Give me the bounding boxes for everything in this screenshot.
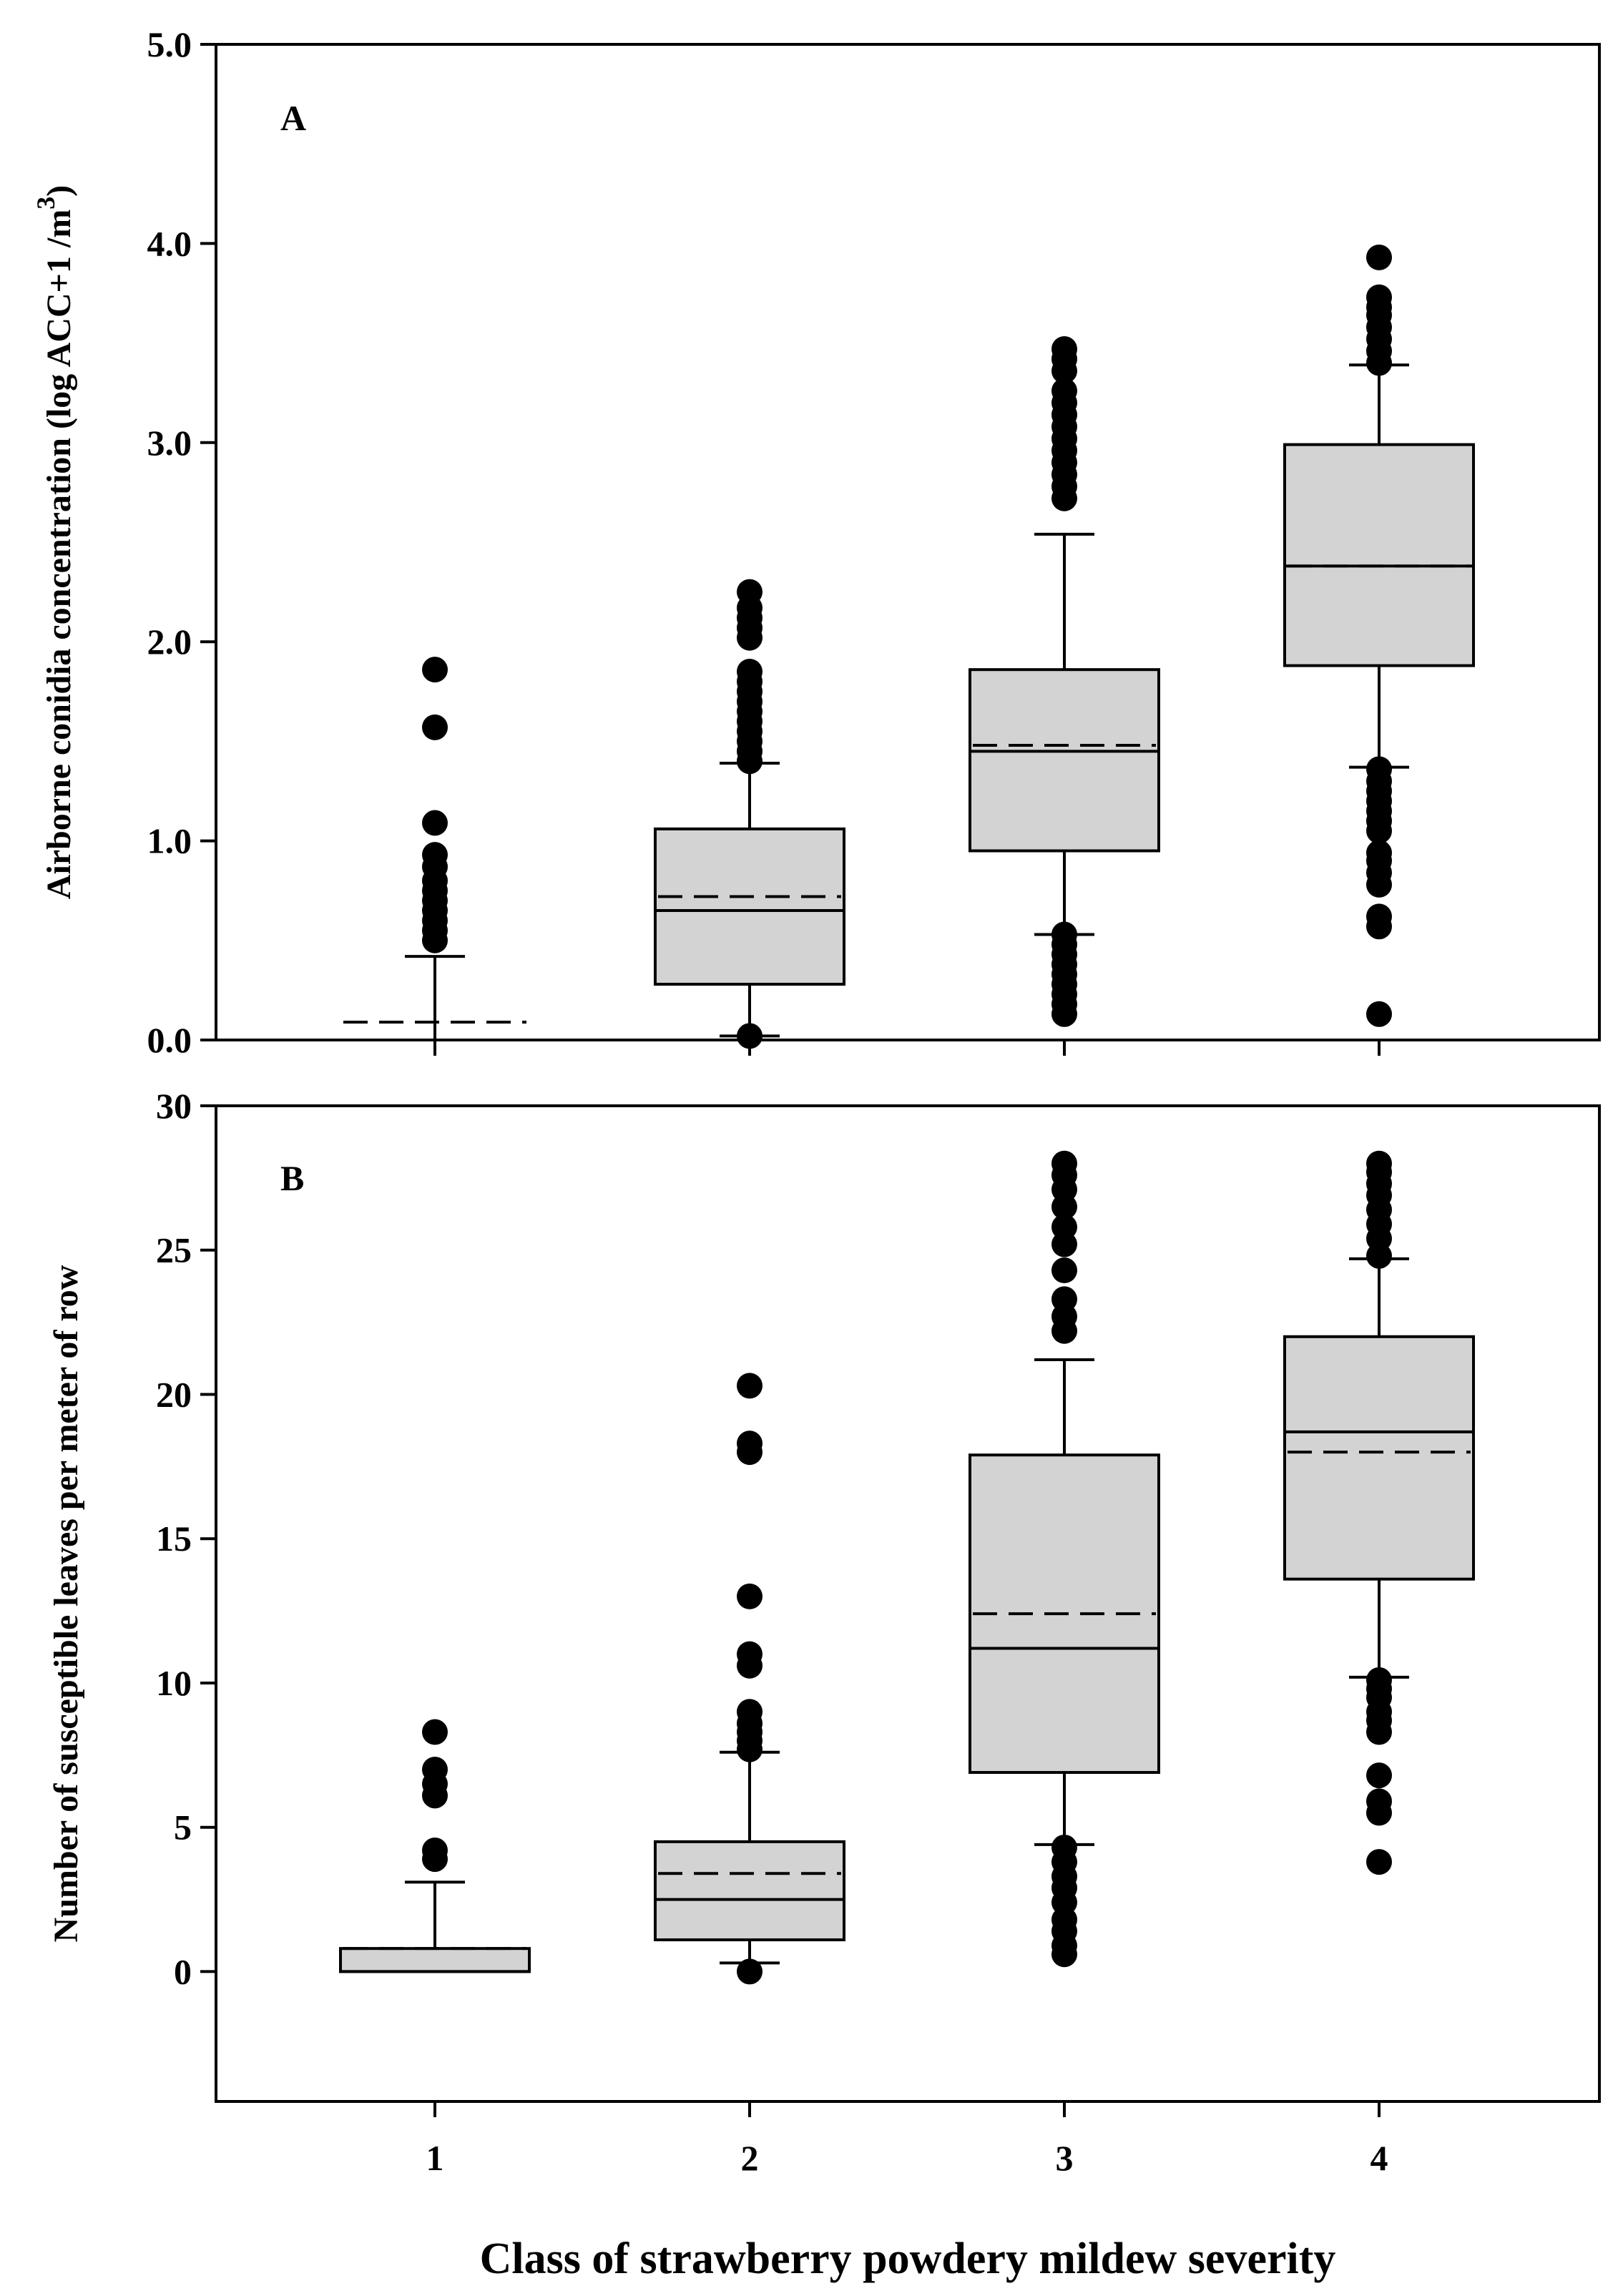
- outlier-point: [1366, 1762, 1392, 1789]
- x-tick-label: 3: [1056, 2138, 1074, 2178]
- y-tick-label: 0: [174, 1951, 192, 1991]
- panel-b-letter: B: [280, 1158, 304, 1198]
- y-tick-label: 4.0: [147, 223, 192, 263]
- outlier-point: [737, 1641, 763, 1667]
- y-tick-label: 3.0: [147, 423, 192, 463]
- outlier-point: [422, 1757, 448, 1782]
- box-group-class-2: [654, 579, 845, 1049]
- outlier-point: [1366, 1150, 1392, 1177]
- panel-b-plot-area: [339, 1150, 1475, 1985]
- box-group-class-2: [654, 1373, 845, 1985]
- outlier-point: [1366, 1849, 1392, 1875]
- outlier-point: [422, 657, 448, 683]
- panel-a-y-label-main: Airborne conidia concentration (log ACC+…: [40, 210, 78, 900]
- panel-a-y-axis: 0.0 1.0 2.0 3.0 4.0 5.0: [147, 24, 216, 1060]
- box-iqr: [654, 827, 845, 986]
- box-group-class-3: [969, 335, 1160, 1027]
- y-tick-label: 25: [156, 1230, 192, 1270]
- outlier-point: [422, 810, 448, 836]
- y-tick-label: 1.0: [147, 821, 192, 861]
- box-iqr: [1283, 1335, 1475, 1581]
- outlier-point: [737, 1431, 763, 1457]
- box-group-class-1: [339, 1719, 531, 1973]
- panel-a-frame: [215, 43, 1601, 1041]
- panel-b-y-axis-label: Number of susceptible leaves per meter o…: [47, 1265, 85, 1942]
- x-axis-label: Class of strawberry powdery mildew sever…: [480, 2234, 1336, 2283]
- outlier-point: [737, 579, 763, 605]
- box-group-class-1: [343, 657, 526, 1056]
- panel-b: B 0 5 10 15 20 25 30 1 2 3 4 Number of susceptibl…: [47, 1086, 1601, 2178]
- outlier-point: [1051, 335, 1077, 362]
- panel-a-y-axis-label: Airborne conidia concentration (log ACC+…: [31, 185, 78, 900]
- x-tick-label: 1: [426, 2138, 444, 2178]
- box-iqr: [969, 668, 1160, 853]
- y-tick-label: 30: [156, 1086, 192, 1126]
- outlier-point: [737, 1373, 763, 1399]
- y-tick-label: 2.0: [147, 622, 192, 662]
- outlier-point: [422, 714, 448, 740]
- outlier-point: [1051, 378, 1077, 404]
- outlier-point: [737, 1583, 763, 1609]
- y-tick-label: 5.0: [147, 24, 192, 64]
- outlier-point: [1366, 903, 1392, 930]
- y-tick-label: 20: [156, 1374, 192, 1414]
- y-tick-label: 15: [156, 1519, 192, 1559]
- outlier-point: [1366, 1788, 1392, 1815]
- panel-a: A 0.0 1.0 2.0 3.0 4.0 5.0 Airborne conidia co…: [31, 24, 1601, 1060]
- outlier-point: [1051, 1214, 1077, 1240]
- outlier-point: [1051, 1150, 1077, 1177]
- panel-b-x-axis: 1 2 3 4: [426, 2101, 1388, 2178]
- y-tick-label: 10: [156, 1663, 192, 1703]
- outlier-point: [422, 842, 448, 868]
- panel-a-letter: A: [280, 98, 306, 138]
- y-tick-label: 0.0: [147, 1020, 192, 1060]
- panel-b-y-axis: 0 5 10 15 20 25 30: [156, 1086, 216, 1991]
- panel-a-y-label-sup: 3: [31, 197, 60, 210]
- panel-a-x-ticks: [433, 1040, 1381, 1056]
- box-group-class-4: [1283, 244, 1475, 1027]
- outlier-point: [1366, 1001, 1392, 1027]
- outlier-point: [1051, 921, 1077, 948]
- x-tick-label: 4: [1371, 2138, 1388, 2178]
- outlier-point: [422, 1837, 448, 1863]
- panel-b-frame: [215, 1104, 1601, 2103]
- box-group-class-4: [1283, 1150, 1475, 1875]
- outlier-point: [737, 1958, 763, 1985]
- outlier-point: [422, 1719, 448, 1745]
- outlier-point: [1051, 1834, 1077, 1860]
- box-iqr: [654, 1840, 845, 1942]
- outlier-point: [1366, 756, 1392, 782]
- y-tick-label: 5: [174, 1807, 192, 1848]
- outlier-point: [737, 658, 763, 685]
- panel-a-y-label-close: ): [40, 185, 78, 197]
- outlier-point: [1051, 1286, 1077, 1313]
- outlier-point: [1366, 244, 1392, 270]
- outlier-point: [737, 1023, 763, 1049]
- outlier-point: [1366, 1667, 1392, 1693]
- outlier-point: [1366, 284, 1392, 310]
- box-iqr: [1283, 443, 1475, 667]
- outlier-point: [1051, 1257, 1077, 1283]
- panel-a-plot-area: [343, 244, 1475, 1056]
- box-iqr: [339, 1947, 531, 1973]
- outlier-point: [1366, 840, 1392, 866]
- x-tick-label: 2: [741, 2138, 759, 2178]
- box-group-class-3: [969, 1150, 1160, 1968]
- outlier-point: [737, 1699, 763, 1725]
